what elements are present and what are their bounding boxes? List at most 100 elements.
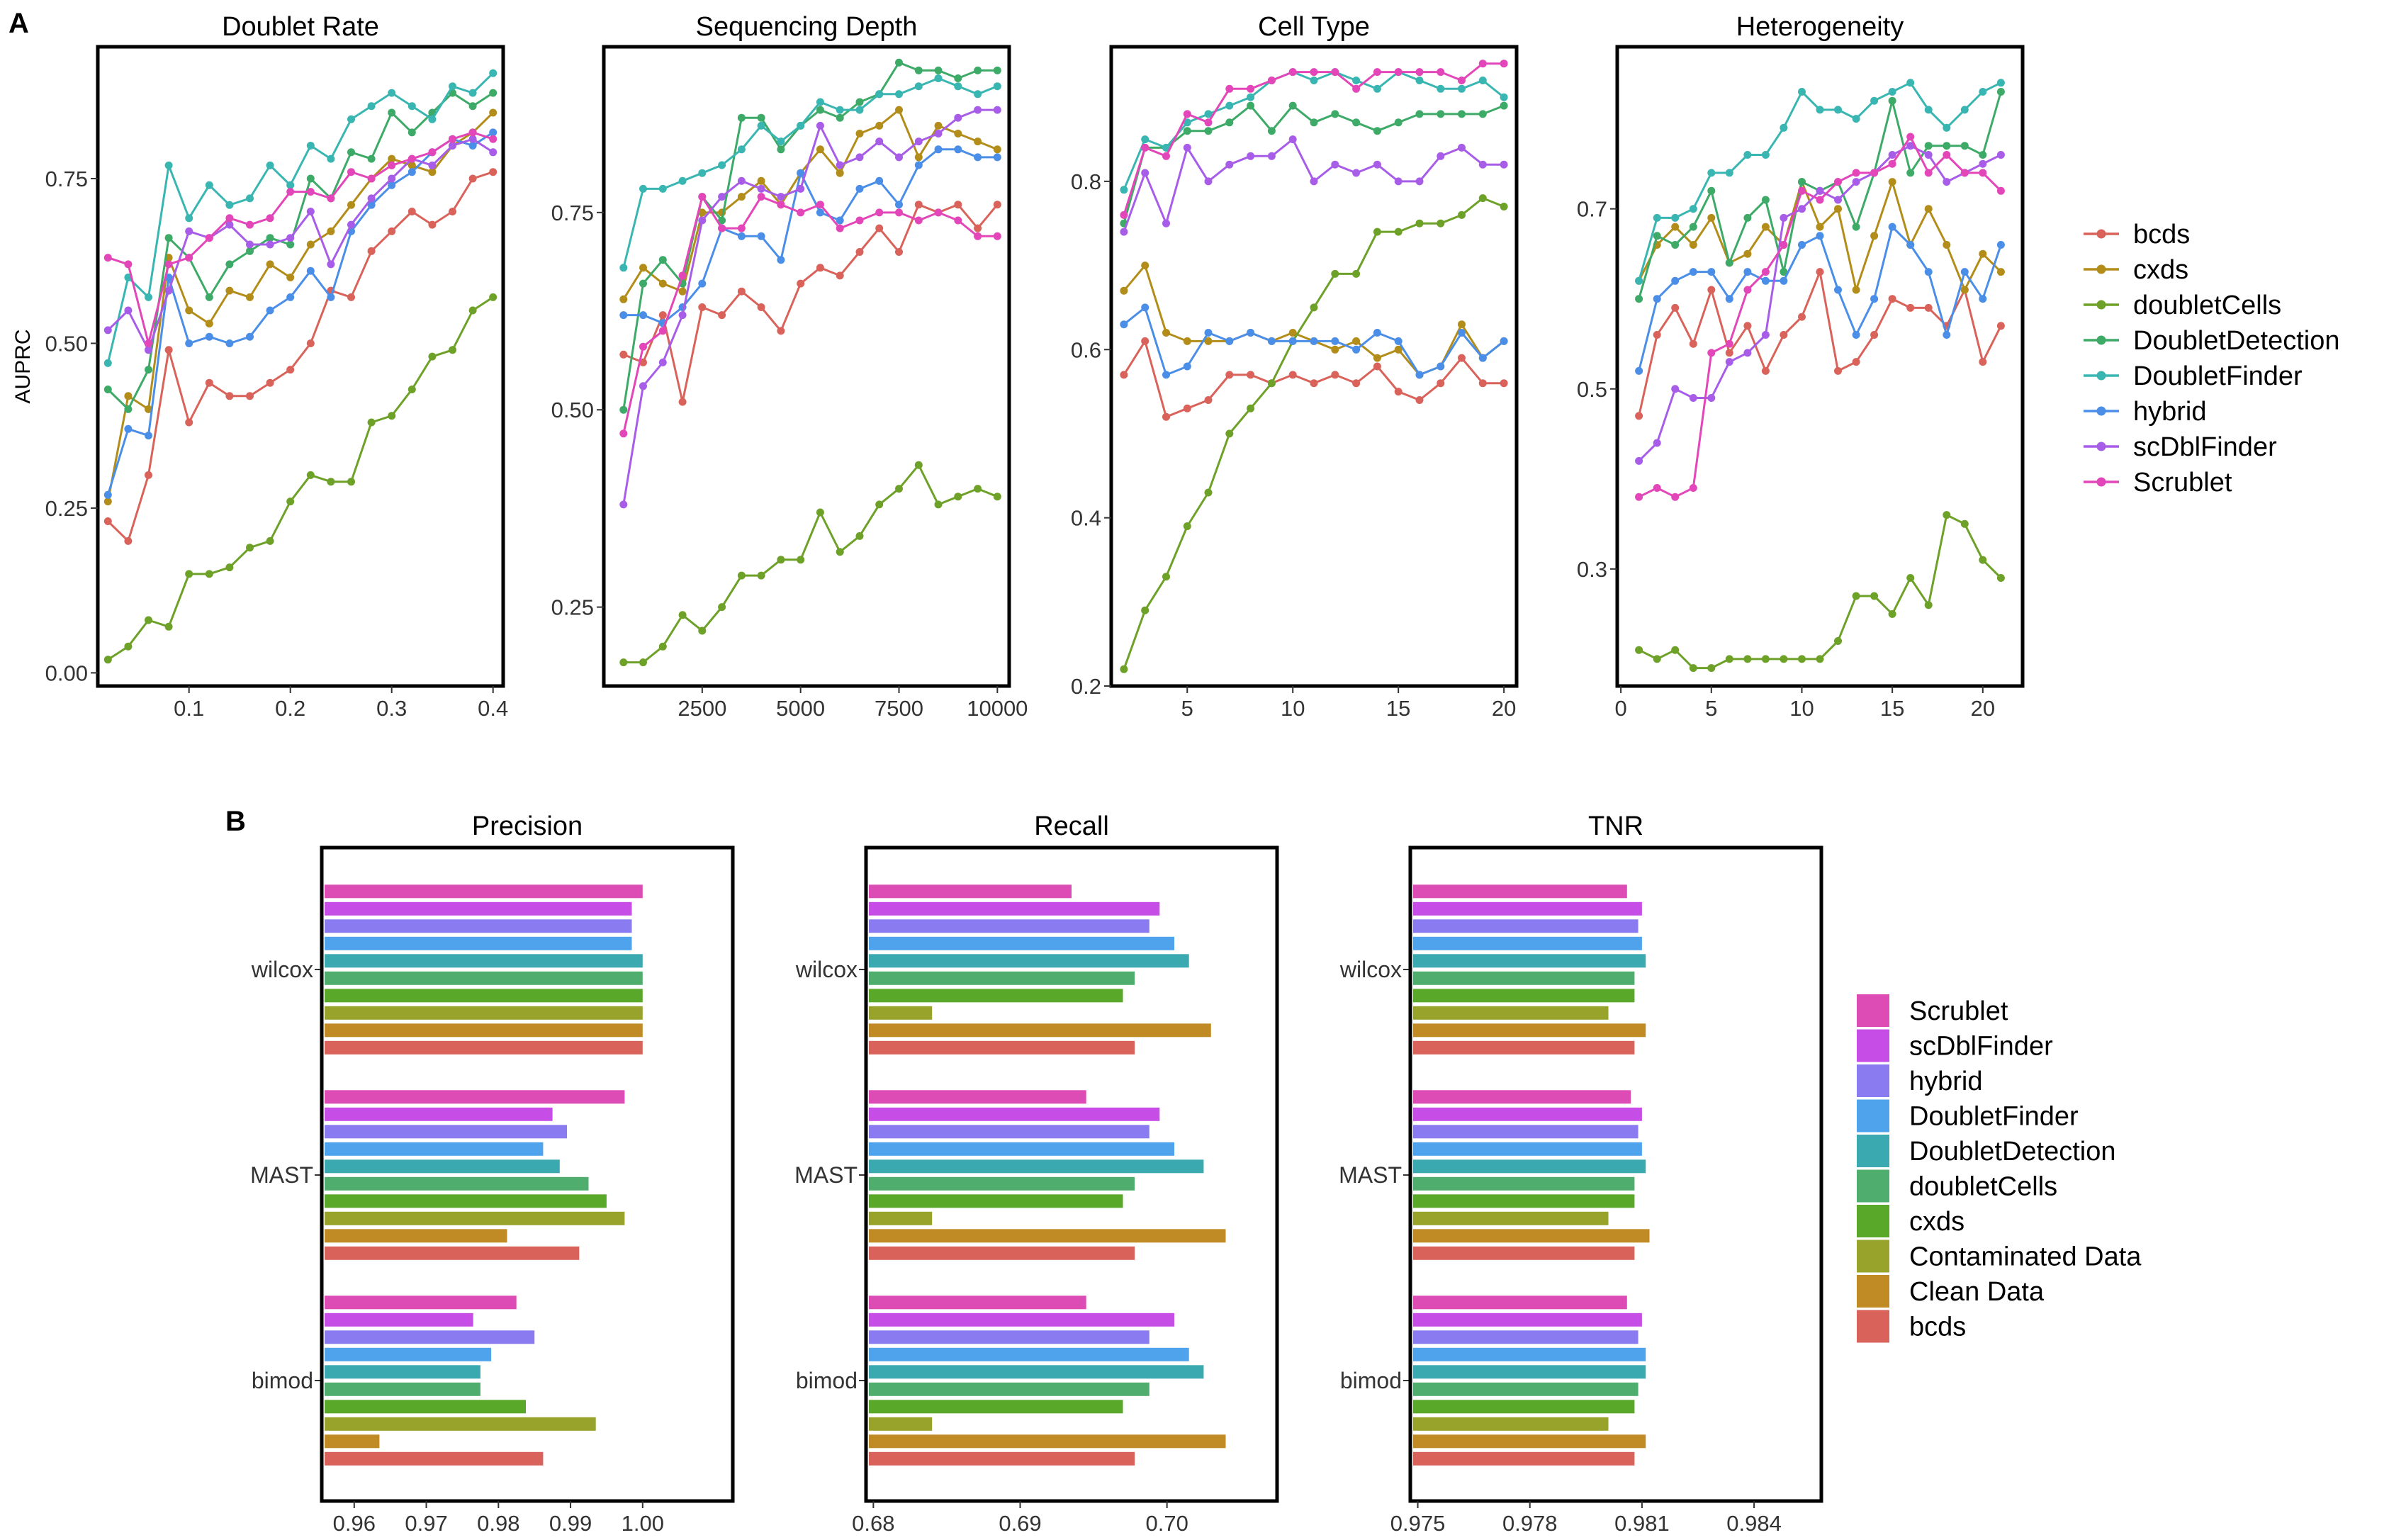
data-point-doubletcells: [1834, 637, 1842, 645]
data-point-doubletfinder: [974, 90, 982, 99]
data-point-scdblfinder: [468, 135, 477, 143]
bar-doubletdetection-wilcox: [325, 954, 643, 968]
data-point-bcds: [1798, 313, 1806, 321]
data-point-scdblfinder: [103, 326, 112, 335]
bar-doubletfinder-mast: [1413, 1142, 1642, 1156]
data-point-scdblfinder: [875, 137, 884, 146]
legend-label-doubletcells: doubletCells: [2133, 291, 2281, 320]
data-point-scdblfinder: [737, 176, 746, 185]
data-point-bcds: [1906, 303, 1915, 312]
data-point-hybrid: [1373, 329, 1381, 337]
data-point-scrublet: [658, 327, 667, 335]
data-point-doubletdetection: [1689, 223, 1697, 231]
data-point-bcds: [816, 264, 824, 272]
data-point-scdblfinder: [1141, 169, 1149, 177]
x-tick-label: 0.69: [999, 1511, 1041, 1536]
data-point-hybrid: [1743, 268, 1752, 276]
data-point-doubletfinder: [993, 82, 1001, 91]
data-point-doubletcells: [836, 548, 844, 556]
data-point-doubletfinder: [1671, 213, 1680, 222]
data-point-cxds: [306, 240, 315, 249]
data-point-hybrid: [1120, 320, 1128, 329]
legend-label-doubletcells: doubletCells: [1909, 1172, 2057, 1202]
bar-scrublet-mast: [325, 1090, 625, 1104]
data-point-scdblfinder: [895, 153, 903, 162]
data-point-cxds: [489, 108, 498, 117]
bar-cxds-wilcox: [869, 989, 1123, 1003]
data-point-doubletcells: [1352, 269, 1361, 278]
data-point-cxds: [698, 208, 707, 217]
series-line-hybrid: [623, 148, 998, 325]
data-point-hybrid: [619, 311, 628, 320]
data-point-doubletcells: [1979, 556, 1987, 564]
data-point-hybrid: [1288, 337, 1297, 345]
data-point-cxds: [327, 227, 335, 235]
data-point-doubletdetection: [205, 293, 213, 301]
data-point-bcds: [266, 378, 274, 387]
data-point-scdblfinder: [934, 130, 943, 137]
data-point-doubletdetection: [1943, 142, 1951, 150]
legend-swatch-doubletcells: [1857, 1169, 1889, 1203]
data-point-scrublet: [1960, 169, 1969, 177]
bar-hybrid-mast: [1413, 1125, 1638, 1139]
bar-cxds-mast: [325, 1194, 607, 1208]
data-point-bcds: [1743, 322, 1752, 330]
bar-bcds-mast: [1413, 1246, 1635, 1260]
data-point-doubletcells: [164, 622, 173, 631]
data-point-scrublet: [1888, 159, 1896, 168]
data-point-scrublet: [246, 220, 254, 229]
bar-doubletcells-mast: [325, 1176, 589, 1191]
data-point-bcds: [246, 392, 254, 400]
data-point-cxds: [836, 169, 844, 177]
bar-doubletdetection-bimod: [869, 1365, 1204, 1379]
data-point-bcds: [718, 311, 726, 320]
bar-scrublet-mast: [869, 1090, 1086, 1104]
data-point-bcds: [164, 346, 173, 354]
plot-frame: [96, 45, 505, 688]
data-point-scrublet: [1943, 151, 1951, 159]
data-point-doubletcells: [246, 544, 254, 552]
bar-doubletdetection-wilcox: [869, 954, 1189, 968]
data-point-hybrid: [145, 432, 152, 440]
bar-doubletcells-wilcox: [869, 971, 1135, 985]
x-tick-label: 1.00: [622, 1511, 664, 1536]
bar-clean-data-mast: [869, 1229, 1226, 1243]
data-point-hybrid: [124, 425, 133, 433]
x-tick-label: 0.4: [478, 696, 508, 721]
data-point-doubletdetection: [225, 260, 234, 269]
data-point-cxds: [1689, 241, 1697, 249]
data-point-hybrid: [103, 490, 112, 499]
data-point-scdblfinder: [1996, 151, 2005, 159]
data-point-doubletcells: [1798, 655, 1806, 663]
data-point-doubletdetection: [1979, 151, 1987, 159]
data-point-bcds: [698, 303, 707, 311]
data-point-doubletcells: [327, 478, 335, 486]
data-point-bcds: [1780, 331, 1788, 339]
legend-bar-charts: Scrublet scDblFinder hybrid DoubletFinder Do…: [1857, 994, 2142, 1343]
data-point-doubletfinder: [205, 181, 213, 189]
data-point-bcds: [1870, 331, 1879, 339]
data-point-doubletdetection: [1247, 101, 1255, 110]
data-point-doubletfinder: [1653, 213, 1661, 222]
data-point-scrublet: [124, 260, 133, 269]
data-point-doubletfinder: [347, 115, 355, 123]
data-point-scrublet: [1725, 339, 1733, 348]
data-point-hybrid: [1996, 241, 2005, 249]
data-point-doubletcells: [225, 563, 234, 572]
data-point-cxds: [1996, 268, 2005, 276]
data-point-doubletfinder: [1500, 93, 1508, 101]
data-point-doubletdetection: [895, 58, 903, 67]
data-point-scrublet: [1267, 77, 1276, 84]
legend-label-hybrid: hybrid: [2133, 397, 2207, 427]
data-point-doubletdetection: [1331, 110, 1339, 118]
series-line-scrublet: [1123, 62, 1505, 215]
data-point-doubletcells: [1996, 574, 2005, 582]
data-point-hybrid: [1725, 295, 1733, 303]
data-point-hybrid: [1924, 268, 1933, 276]
data-point-scdblfinder: [1394, 177, 1403, 186]
data-point-scdblfinder: [1780, 213, 1788, 222]
data-point-cxds: [1162, 329, 1170, 337]
data-point-cxds: [619, 295, 628, 303]
data-point-scdblfinder: [1500, 160, 1508, 169]
data-point-doubletfinder: [1373, 84, 1381, 93]
